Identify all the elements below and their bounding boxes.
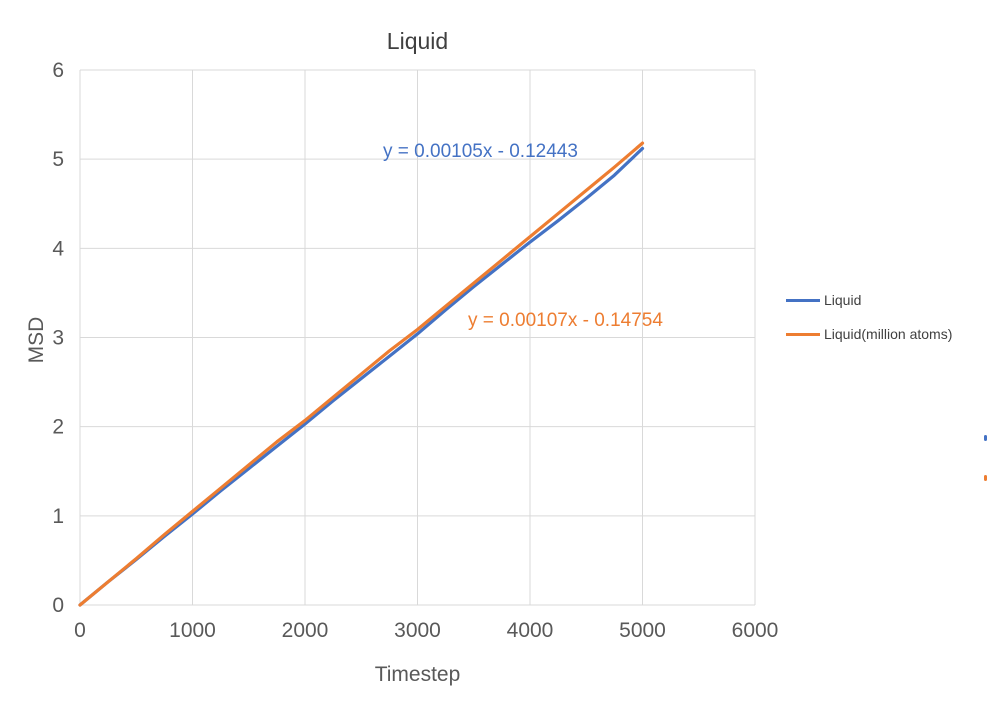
svg-text:2: 2 xyxy=(52,416,64,439)
legend-swatch-liquid-million-atoms xyxy=(786,332,820,336)
y-axis-title: MSD xyxy=(25,316,48,364)
svg-text:0: 0 xyxy=(74,619,86,642)
trendline-equation-liquid-million-atoms: y = 0.00107x - 0.14754 xyxy=(468,310,663,331)
svg-text:2000: 2000 xyxy=(282,619,329,642)
svg-text:3: 3 xyxy=(52,327,64,350)
svg-text:5000: 5000 xyxy=(619,619,666,642)
legend-swatch-liquid xyxy=(786,298,820,302)
legend-label-liquid: Liquid xyxy=(824,292,862,308)
legend-item-liquid-million-atoms: Liquid(million atoms) xyxy=(786,326,952,342)
gridlines xyxy=(79,69,756,606)
legend-label-liquid-million-atoms: Liquid(million atoms) xyxy=(824,326,953,342)
svg-text:1: 1 xyxy=(52,505,64,528)
svg-text:1000: 1000 xyxy=(169,619,216,642)
trendline-equation-liquid: y = 0.00105x - 0.12443 xyxy=(383,141,578,162)
legend-item-liquid: Liquid xyxy=(786,292,952,308)
stray-mark-blue xyxy=(984,435,987,441)
axis-tick-labels: 0 1000 2000 3000 4000 5000 6000 0 1 2 3 4 5 6 xyxy=(52,59,778,642)
legend: Liquid Liquid(million atoms) xyxy=(786,292,952,342)
series-lines xyxy=(78,141,645,607)
stray-mark-orange xyxy=(984,475,987,481)
svg-text:5: 5 xyxy=(52,148,64,171)
svg-text:4: 4 xyxy=(52,237,64,260)
x-axis-title: Timestep xyxy=(374,663,461,686)
svg-text:0: 0 xyxy=(52,594,64,617)
svg-text:6000: 6000 xyxy=(732,619,779,642)
svg-text:4000: 4000 xyxy=(507,619,554,642)
svg-text:6: 6 xyxy=(52,59,64,82)
svg-text:3000: 3000 xyxy=(394,619,441,642)
chart-title: Liquid xyxy=(386,28,449,54)
